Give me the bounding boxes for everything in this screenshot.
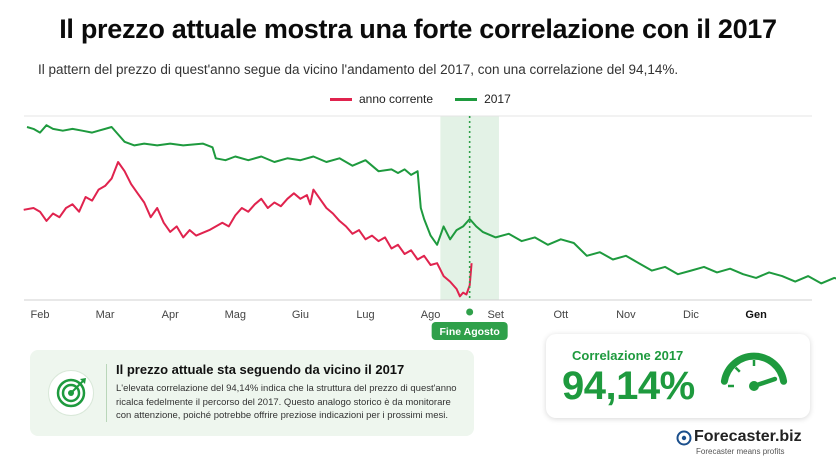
- target-icon: [48, 370, 94, 416]
- brand-tagline: Forecaster means profits: [696, 447, 785, 456]
- annotation-dot: [466, 308, 474, 316]
- legend-swatch-current: [330, 97, 352, 101]
- x-tick-label-nov: Nov: [616, 309, 636, 321]
- forecaster-logo-icon: [676, 430, 692, 446]
- x-tick-label-apr: Apr: [162, 309, 179, 321]
- x-tick-label-ago: Ago: [421, 309, 441, 321]
- x-tick-label-lug: Lug: [356, 309, 374, 321]
- legend-label-2017: 2017: [484, 92, 511, 106]
- series-line-current: [23, 161, 473, 298]
- page-subtitle: Il pattern del prezzo di quest'anno segu…: [38, 62, 679, 77]
- gauge-icon: [720, 352, 788, 391]
- price-correlation-chart: Fine Agosto Feb Mar Apr Mag Giu Lug Ago Set Ott No…: [23, 115, 836, 340]
- x-tick-label-gen: Gen: [745, 309, 767, 321]
- x-tick-label-mag: Mag: [225, 309, 246, 321]
- legend-item-2017: 2017: [455, 92, 511, 106]
- x-tick-label-giu: Giu: [292, 309, 309, 321]
- chart-legend: anno corrente 2017: [330, 92, 533, 106]
- info-box: Il prezzo attuale sta seguendo da vicino…: [30, 350, 474, 436]
- series-line-2017: [26, 124, 836, 285]
- annotation-badge: [431, 322, 508, 340]
- annotation-label: Fine Agosto: [440, 326, 500, 338]
- brand-name: Forecaster.biz: [694, 428, 802, 445]
- correlation-label: Correlazione 2017: [572, 348, 684, 363]
- x-tick-label-feb: Feb: [31, 309, 50, 321]
- page-title: Il prezzo attuale mostra una forte corre…: [59, 14, 777, 44]
- info-title: Il prezzo attuale sta seguendo da vicino…: [116, 362, 405, 377]
- x-tick-label-ott: Ott: [553, 309, 568, 321]
- info-text: L'elevata correlazione del 94,14% indica…: [116, 383, 457, 421]
- x-tick-label-dic: Dic: [683, 309, 699, 321]
- legend-item-current: anno corrente: [330, 92, 433, 106]
- correlation-value: 94,14%: [562, 364, 695, 408]
- correlation-card: Correlazione 2017 94,14%: [546, 334, 810, 418]
- x-tick-label-set: Set: [487, 309, 504, 321]
- x-tick-label-mar: Mar: [96, 309, 115, 321]
- legend-label-current: anno corrente: [359, 92, 434, 106]
- info-divider: [106, 364, 107, 422]
- legend-swatch-2017: [455, 97, 478, 101]
